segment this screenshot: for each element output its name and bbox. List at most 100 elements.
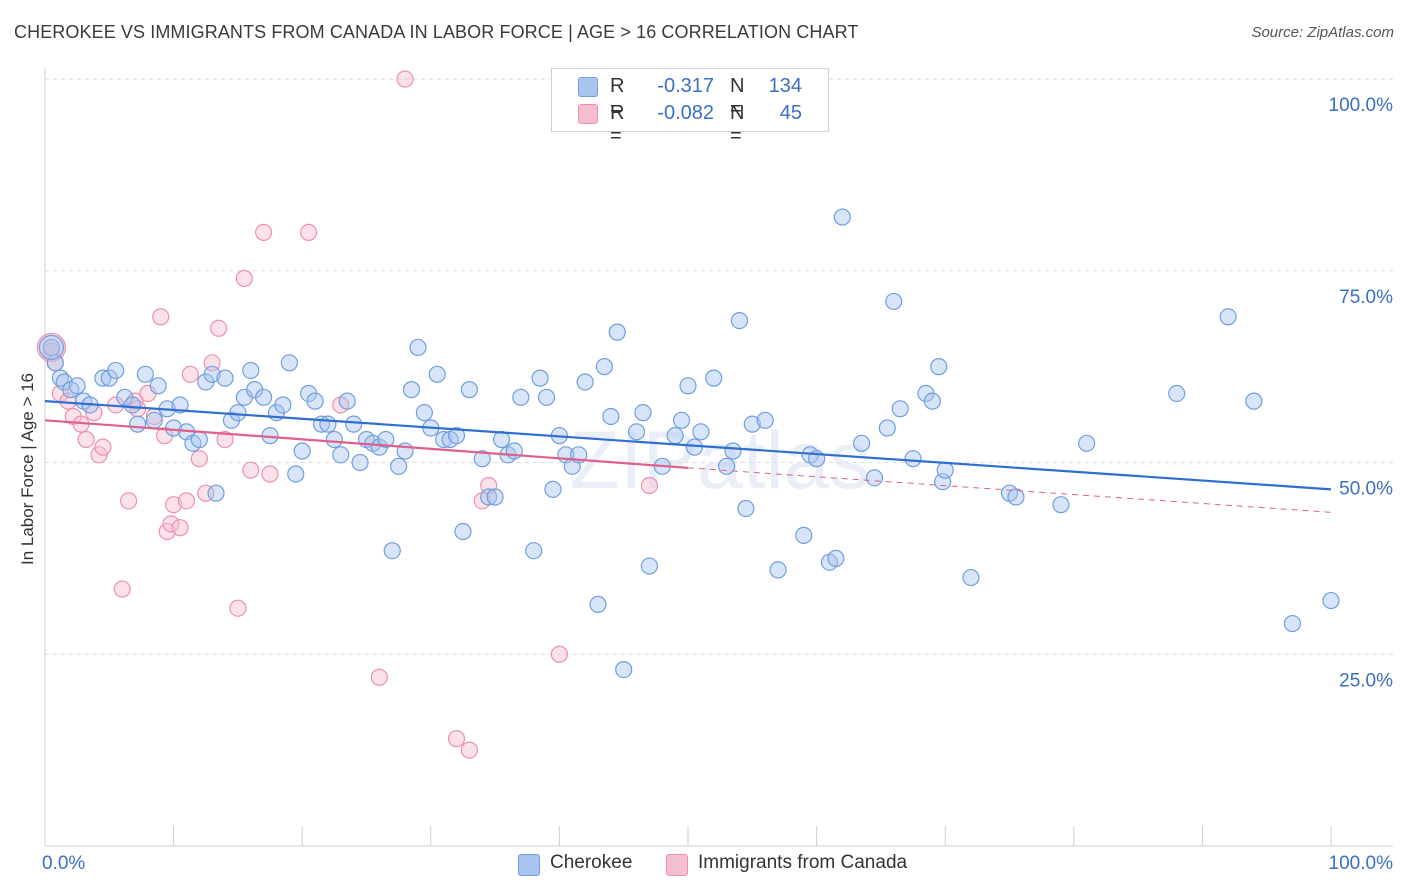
cherokee-legend-label: Cherokee xyxy=(550,852,633,873)
data-point xyxy=(743,415,761,433)
data-point xyxy=(724,442,742,460)
data-point xyxy=(904,450,922,468)
data-point xyxy=(595,358,614,376)
data-point xyxy=(936,461,954,479)
data-point xyxy=(460,381,478,399)
y-tick-label: 100.0% xyxy=(1329,95,1394,116)
data-point xyxy=(190,430,208,449)
data-point xyxy=(152,308,170,326)
data-point xyxy=(216,369,234,387)
y-axis-label: In Labor Force | Age > 16 xyxy=(18,372,37,565)
data-point xyxy=(396,442,414,460)
data-point xyxy=(280,354,298,372)
data-point xyxy=(293,442,311,460)
tick-labels: 25.0% 50.0% 75.0% 100.0% 0.0% 100.0% xyxy=(42,95,1393,874)
data-point xyxy=(537,388,556,406)
data-point xyxy=(242,361,260,380)
data-point xyxy=(602,407,620,426)
data-point xyxy=(409,338,427,357)
data-point xyxy=(795,526,813,544)
data-point xyxy=(306,392,324,410)
r-value-canada: -0.082 xyxy=(657,102,714,124)
data-point xyxy=(229,404,247,422)
data-point xyxy=(235,269,253,288)
data-point xyxy=(865,469,884,487)
data-point xyxy=(1052,496,1070,514)
data-point xyxy=(505,442,523,460)
data-point xyxy=(460,741,478,759)
data-point xyxy=(737,499,755,518)
data-point xyxy=(705,369,723,387)
data-point xyxy=(149,377,167,395)
data-point xyxy=(203,365,221,383)
data-point xyxy=(77,430,95,449)
data-point xyxy=(255,388,273,406)
data-point xyxy=(287,465,305,483)
x-tick-label: 100.0% xyxy=(1329,853,1394,874)
data-point xyxy=(94,369,112,387)
y-tick-label: 25.0% xyxy=(1339,670,1393,691)
data-point xyxy=(679,377,697,395)
data-point xyxy=(177,492,196,510)
data-point xyxy=(576,373,594,391)
y-tick-label: 75.0% xyxy=(1339,287,1393,308)
data-point xyxy=(608,323,626,341)
data-point xyxy=(123,396,142,414)
data-point xyxy=(242,461,260,479)
n-value-cherokee: 134 xyxy=(768,75,802,97)
data-point xyxy=(634,404,652,422)
data-point xyxy=(345,415,363,433)
data-point xyxy=(853,434,871,452)
r-value-cherokee: -0.317 xyxy=(657,75,714,97)
data-point xyxy=(550,645,569,663)
data-point xyxy=(486,488,504,506)
r-label: R = xyxy=(610,75,625,120)
data-point xyxy=(107,361,125,380)
data-point xyxy=(891,400,909,418)
cherokee-swatch xyxy=(578,77,598,97)
data-point xyxy=(402,381,421,399)
data-point xyxy=(666,427,684,445)
data-point xyxy=(435,430,453,449)
data-point xyxy=(447,730,466,748)
data-point xyxy=(640,476,659,495)
data-point xyxy=(396,70,414,88)
r-label: R = xyxy=(610,102,625,147)
data-point xyxy=(730,312,749,330)
data-point xyxy=(181,365,199,383)
canada-trend-line xyxy=(44,419,689,469)
data-point xyxy=(756,411,774,429)
data-point xyxy=(46,354,64,372)
data-point xyxy=(261,465,279,483)
trend-lines xyxy=(44,400,1332,513)
data-point xyxy=(351,453,369,472)
data-point xyxy=(1219,308,1237,326)
data-point xyxy=(332,446,350,464)
data-point xyxy=(1245,392,1263,410)
data-point xyxy=(473,450,491,468)
data-point xyxy=(827,549,845,567)
data-point xyxy=(1283,614,1302,633)
canada-trend-extension xyxy=(687,467,1332,513)
data-point xyxy=(447,427,466,445)
data-point xyxy=(165,496,183,514)
data-point xyxy=(1168,384,1186,403)
data-point xyxy=(692,423,710,441)
data-point xyxy=(190,450,208,468)
data-point xyxy=(531,369,549,387)
data-point xyxy=(216,430,234,449)
data-point xyxy=(113,580,131,598)
data-point xyxy=(68,377,86,395)
canada-legend-label: Immigrants from Canada xyxy=(698,852,908,873)
series-immigrants-from-canada xyxy=(36,70,659,759)
data-point xyxy=(128,415,147,433)
data-point xyxy=(885,292,903,311)
data-point xyxy=(325,430,343,449)
n-value-canada: 45 xyxy=(779,102,802,124)
data-point xyxy=(962,568,980,587)
data-point xyxy=(672,411,691,429)
data-point xyxy=(165,419,183,437)
data-point xyxy=(640,557,659,575)
data-point xyxy=(717,457,736,475)
